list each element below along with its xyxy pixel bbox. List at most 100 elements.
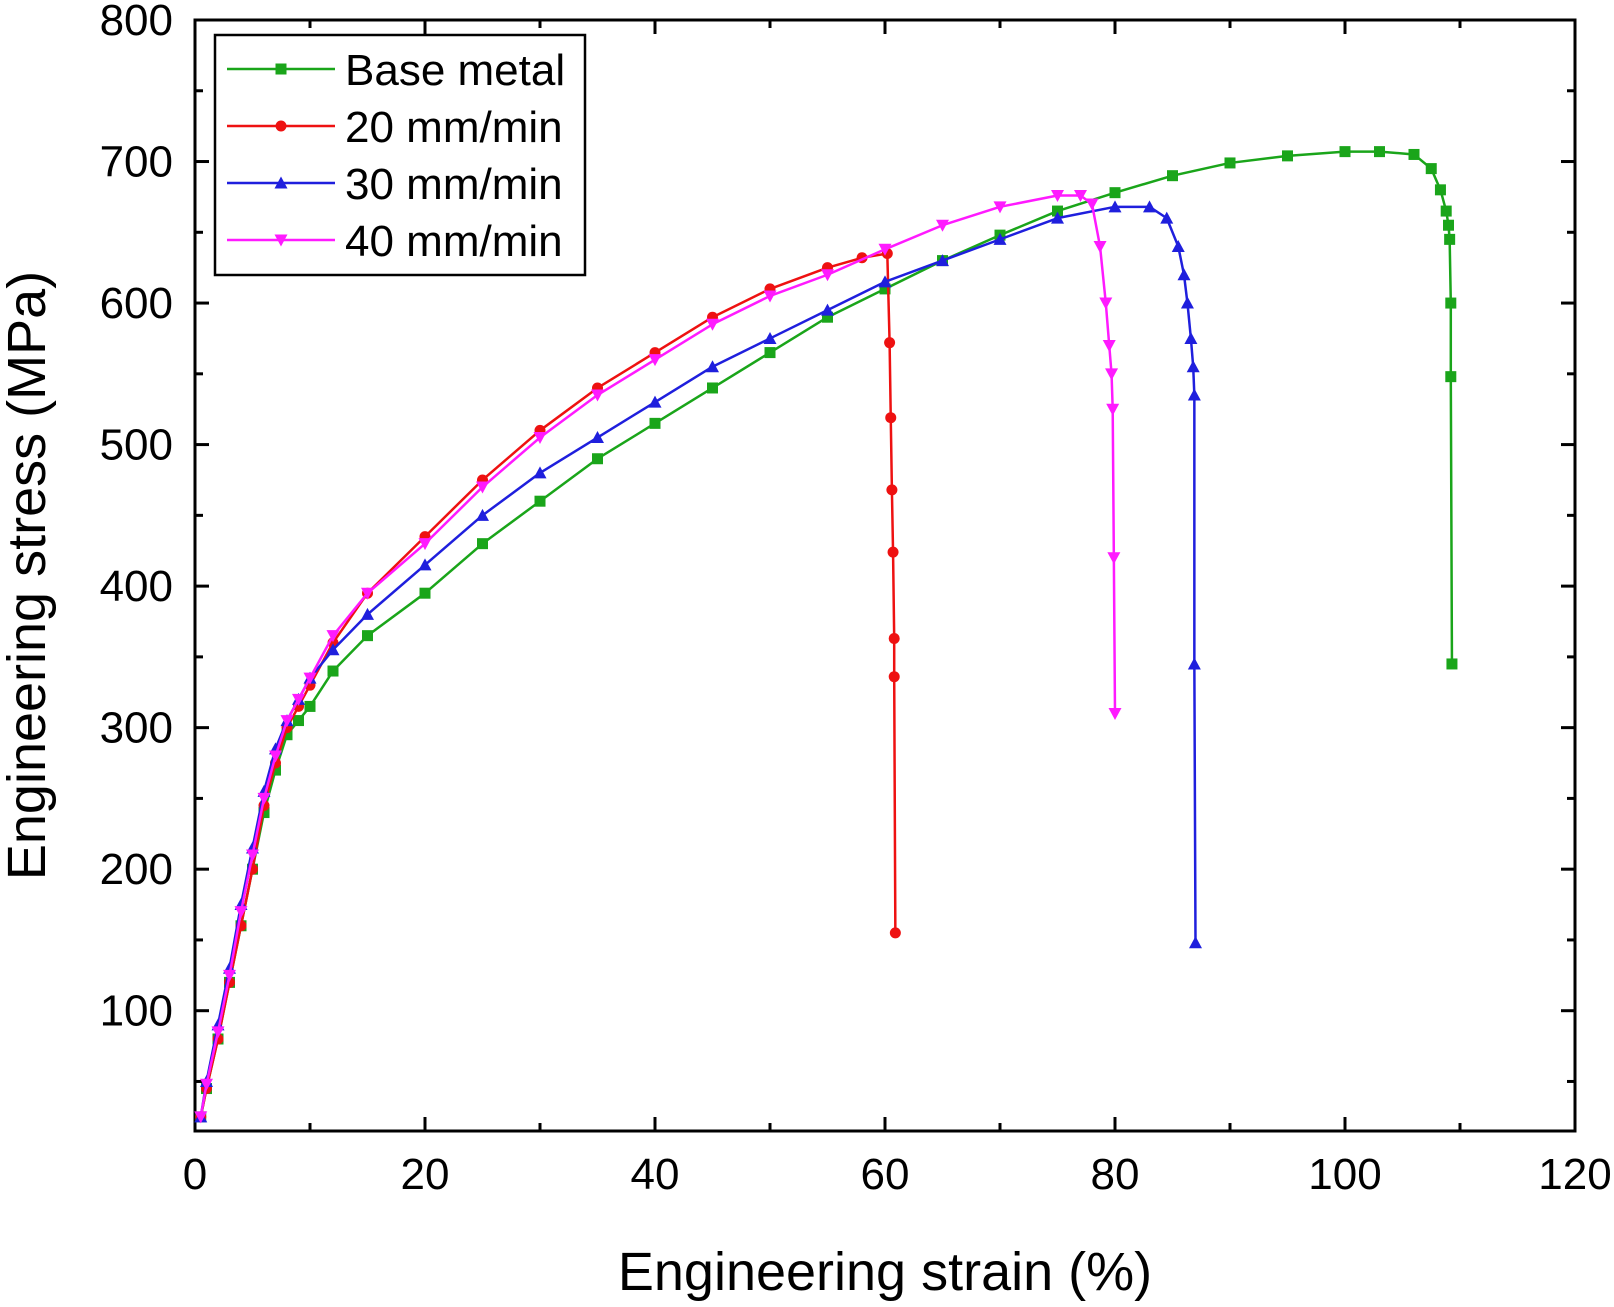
data-point: [887, 546, 899, 558]
data-point: [1189, 936, 1202, 949]
legend-entry: 40 mm/min: [227, 217, 563, 266]
data-point: [1408, 148, 1420, 160]
series-0: [195, 146, 1458, 1123]
data-point: [888, 632, 900, 644]
data-point: [326, 643, 340, 656]
data-point: [879, 283, 891, 295]
data-point: [592, 453, 603, 465]
data-point: [419, 587, 431, 599]
data-point: [888, 671, 900, 683]
data-point: [1445, 297, 1457, 309]
data-point: [763, 290, 777, 303]
y-tick-label: 800: [100, 0, 173, 45]
legend-label: Base metal: [345, 46, 565, 95]
data-point: [993, 232, 1007, 245]
legend-entry: 30 mm/min: [227, 160, 563, 209]
y-tick-label: 600: [100, 279, 173, 328]
data-point: [211, 1026, 225, 1039]
data-point: [936, 254, 949, 267]
data-point: [534, 495, 546, 507]
data-point: [1108, 707, 1122, 720]
data-point: [1052, 205, 1063, 217]
data-point: [1440, 205, 1452, 217]
legend-swatch-marker: [274, 176, 288, 189]
data-point: [1187, 388, 1201, 401]
data-point: [223, 969, 236, 982]
legend-entry: 20 mm/min: [227, 103, 563, 152]
series-line: [199, 194, 1117, 1118]
x-axis-title: Engineering strain (%): [618, 1242, 1152, 1302]
data-point: [327, 665, 339, 677]
data-point: [884, 337, 896, 349]
data-point: [648, 395, 662, 408]
data-point: [878, 275, 892, 288]
data-point: [1105, 368, 1119, 381]
data-point: [1109, 187, 1121, 199]
data-point: [1282, 150, 1293, 162]
data-point: [591, 389, 604, 402]
data-point: [533, 466, 547, 479]
axis-ticks: [193, 18, 1577, 1131]
data-point: [822, 311, 833, 323]
data-point: [821, 269, 834, 282]
data-point: [878, 243, 892, 256]
x-tick-label: 120: [1538, 1150, 1611, 1199]
data-point: [304, 700, 316, 712]
data-point: [1102, 340, 1116, 353]
data-point: [1108, 200, 1122, 213]
x-tick-label: 20: [401, 1150, 450, 1199]
legend-swatch-marker: [275, 120, 287, 132]
data-point: [706, 360, 719, 373]
data-point: [1425, 163, 1437, 175]
legend-label: 20 mm/min: [345, 103, 563, 152]
series-3: [194, 189, 1122, 1124]
data-point: [591, 431, 604, 444]
data-point: [1446, 658, 1458, 670]
x-tick-label: 100: [1308, 1150, 1381, 1199]
series-1: [195, 248, 901, 1123]
data-point: [533, 432, 547, 445]
data-point: [418, 538, 432, 551]
legend-swatch-marker: [275, 63, 287, 75]
data-point: [706, 318, 719, 331]
data-point: [477, 538, 488, 550]
data-point: [1167, 170, 1178, 182]
data-point: [821, 303, 834, 316]
data-point: [270, 764, 281, 776]
y-tick-label: 300: [100, 704, 173, 753]
data-point: [257, 792, 271, 805]
data-point: [303, 672, 317, 685]
series-layer: [194, 146, 1458, 1124]
data-point: [362, 630, 373, 642]
data-point: [1143, 200, 1156, 213]
data-point: [1443, 219, 1454, 231]
y-tick-label: 400: [100, 562, 173, 611]
data-point: [293, 715, 304, 727]
data-point: [1224, 157, 1236, 169]
data-point: [764, 347, 776, 359]
legend-label: 40 mm/min: [345, 217, 563, 266]
data-point: [1186, 360, 1200, 373]
data-point: [476, 481, 489, 494]
data-point: [1374, 146, 1385, 158]
data-point: [246, 849, 259, 862]
data-point: [889, 927, 901, 939]
y-axis-title: Engineering stress (MPa): [0, 271, 57, 880]
series-line: [199, 205, 1197, 1118]
data-point: [1099, 297, 1113, 310]
data-point: [1339, 146, 1351, 158]
axis-tick-labels: 0 20 40 60 80 100 120 100 200 300 400 500 600 700 800: [100, 0, 1612, 1199]
series-2: [194, 200, 1202, 1123]
data-point: [1051, 211, 1064, 224]
data-point: [1051, 189, 1064, 202]
x-tick-label: 40: [631, 1150, 680, 1199]
data-point: [281, 729, 293, 741]
data-point: [886, 484, 898, 496]
legend-swatch-marker: [274, 234, 288, 247]
y-tick-label: 200: [100, 845, 173, 894]
data-point: [1160, 211, 1174, 224]
data-point: [1085, 198, 1099, 211]
y-tick-label: 700: [100, 138, 173, 187]
